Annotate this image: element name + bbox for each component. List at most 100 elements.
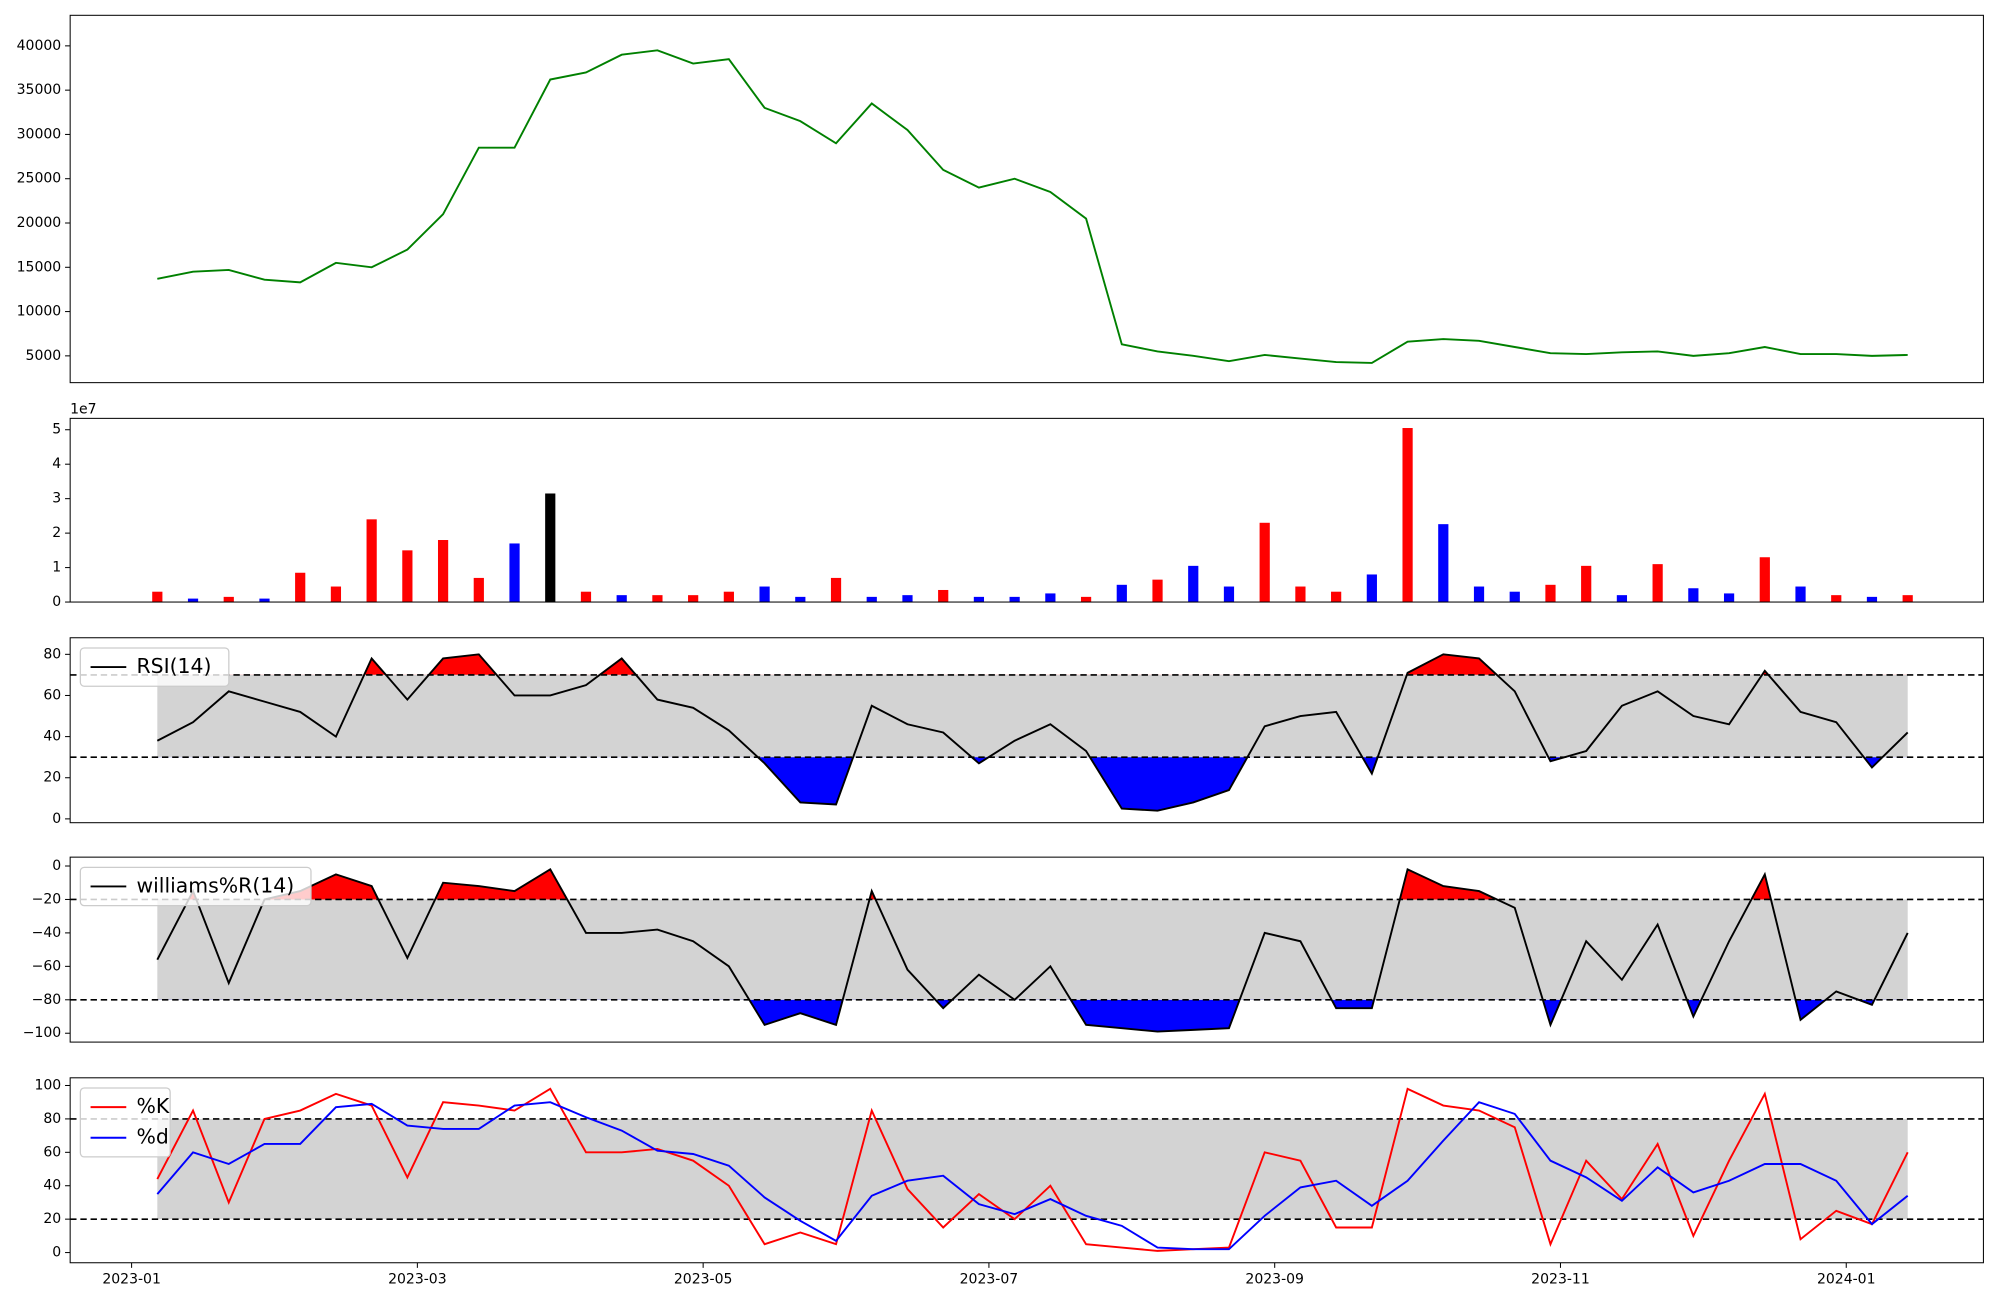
y-tick-label: 100 bbox=[34, 1077, 61, 1093]
y-tick-label: 3 bbox=[52, 491, 61, 507]
volume-bar bbox=[1223, 586, 1235, 603]
y-tick-label: −100 bbox=[23, 1025, 62, 1041]
volume-bar bbox=[1652, 564, 1663, 603]
volume-bar bbox=[223, 596, 234, 603]
y-tick-label: 0 bbox=[52, 594, 61, 610]
volume-bar bbox=[1831, 595, 1842, 603]
overbought-fill bbox=[364, 654, 1769, 675]
volume-bar bbox=[152, 591, 163, 603]
legend-label: %d bbox=[136, 1125, 168, 1149]
x-tick-label: 2023-09 bbox=[1245, 1271, 1304, 1287]
volume-bar bbox=[1509, 591, 1520, 603]
neutral-band bbox=[157, 899, 1908, 1000]
y-tick-label: 80 bbox=[43, 646, 61, 662]
y-tick-label: −40 bbox=[32, 925, 62, 941]
volume-bar bbox=[1616, 595, 1628, 603]
y-tick-label: 5000 bbox=[26, 348, 62, 364]
y-tick-label: 60 bbox=[43, 687, 61, 703]
x-tick-label: 2023-05 bbox=[674, 1271, 733, 1287]
legend-box bbox=[79, 1087, 171, 1158]
volume-bar bbox=[1438, 524, 1449, 603]
overbought-fill bbox=[157, 869, 1908, 900]
panel: 0 20 40 60 80 RSI(14) bbox=[43, 637, 1984, 827]
volume-bar bbox=[759, 586, 770, 603]
volume-bar bbox=[402, 550, 413, 603]
y-tick-label: 40000 bbox=[17, 38, 62, 54]
y-tick-label: 0 bbox=[52, 811, 61, 827]
legend: williams%R(14) bbox=[79, 866, 312, 907]
volume-bar bbox=[366, 519, 377, 603]
volume-bar bbox=[1009, 596, 1020, 603]
volume-bar bbox=[1259, 522, 1270, 603]
y-tick-label: 80 bbox=[43, 1111, 61, 1127]
volume-bar bbox=[1902, 595, 1913, 603]
y-tick-label: 0 bbox=[52, 858, 61, 874]
panel: 0 1 2 3 4 5 1e7 bbox=[52, 401, 1984, 610]
volume-bar bbox=[437, 540, 449, 603]
volume-bar bbox=[1759, 557, 1770, 603]
indicator-line bbox=[156, 1101, 1909, 1251]
volume-bar bbox=[1152, 579, 1163, 603]
panel-frame bbox=[69, 14, 1984, 384]
x-tick-label: 2023-07 bbox=[960, 1271, 1019, 1287]
y-tick-label: 30000 bbox=[17, 126, 62, 142]
indicator-line bbox=[156, 1087, 1909, 1252]
y-tick-label: 1 bbox=[52, 560, 61, 576]
panel-frame bbox=[69, 1077, 1984, 1264]
volume-bar bbox=[545, 493, 556, 603]
volume-bar bbox=[866, 596, 877, 603]
panel-frame bbox=[69, 417, 1984, 603]
volume-bar bbox=[1402, 428, 1413, 603]
y-tick-label: 20000 bbox=[17, 215, 62, 231]
x-tick-label: 2024-01 bbox=[1817, 1271, 1876, 1287]
indicator-line bbox=[156, 867, 1909, 1033]
y-tick-label: 25000 bbox=[17, 171, 62, 187]
price-line bbox=[157, 49, 1908, 364]
panel: 0 −20 −40 −60 −80 −100 williams%R(14) bbox=[23, 856, 1984, 1043]
volume-bar bbox=[652, 595, 663, 603]
legend: RSI(14) bbox=[79, 647, 230, 687]
volume-bar bbox=[1723, 593, 1735, 603]
legend-box bbox=[79, 866, 312, 907]
panel: 5000 10000 15000 20000 25000 30000 35000 40000 bbox=[17, 14, 1984, 384]
volume-bar bbox=[973, 596, 985, 603]
y-tick-label: 20 bbox=[43, 1211, 61, 1227]
y-tick-label: −80 bbox=[32, 992, 62, 1008]
volume-bar bbox=[259, 598, 270, 603]
volume-bar bbox=[187, 598, 199, 603]
volume-bar bbox=[1688, 588, 1699, 603]
y-tick-label: 4 bbox=[52, 456, 61, 472]
volume-bar bbox=[616, 595, 627, 603]
x-tick-label: 2023-01 bbox=[102, 1271, 161, 1287]
y-tick-label: 40 bbox=[43, 729, 61, 745]
legend-label: williams%R(14) bbox=[136, 873, 294, 897]
x-tick-label: 2023-11 bbox=[1531, 1271, 1590, 1287]
y-tick-label: 2 bbox=[52, 525, 61, 541]
panel-frame bbox=[69, 856, 1984, 1043]
legend-box bbox=[79, 647, 230, 687]
offset-label: 1e7 bbox=[70, 401, 96, 417]
volume-bar bbox=[1366, 574, 1377, 603]
volume-bar bbox=[902, 595, 913, 603]
x-tick-label: 2023-03 bbox=[388, 1271, 447, 1287]
volume-bar bbox=[1116, 584, 1127, 603]
panel: 0 20 40 60 80 100 2023-01 2023-03 2023-05 2023-07… bbox=[34, 1077, 1984, 1287]
volume-bar bbox=[1866, 596, 1878, 603]
y-tick-label: 35000 bbox=[17, 82, 62, 98]
y-tick-label: 5 bbox=[52, 422, 61, 438]
volume-bar bbox=[795, 596, 806, 603]
volume-bar bbox=[1473, 586, 1485, 603]
volume-bar bbox=[295, 572, 306, 603]
volume-bar bbox=[1080, 596, 1092, 603]
panel-frame bbox=[69, 637, 1984, 824]
y-tick-label: 40 bbox=[43, 1178, 61, 1194]
y-tick-label: 20 bbox=[43, 770, 61, 786]
volume-bar bbox=[688, 595, 699, 603]
volume-bar bbox=[580, 591, 592, 603]
legend-label: RSI(14) bbox=[136, 654, 211, 678]
volume-bar bbox=[938, 589, 949, 603]
legend: %K %d bbox=[79, 1087, 171, 1158]
